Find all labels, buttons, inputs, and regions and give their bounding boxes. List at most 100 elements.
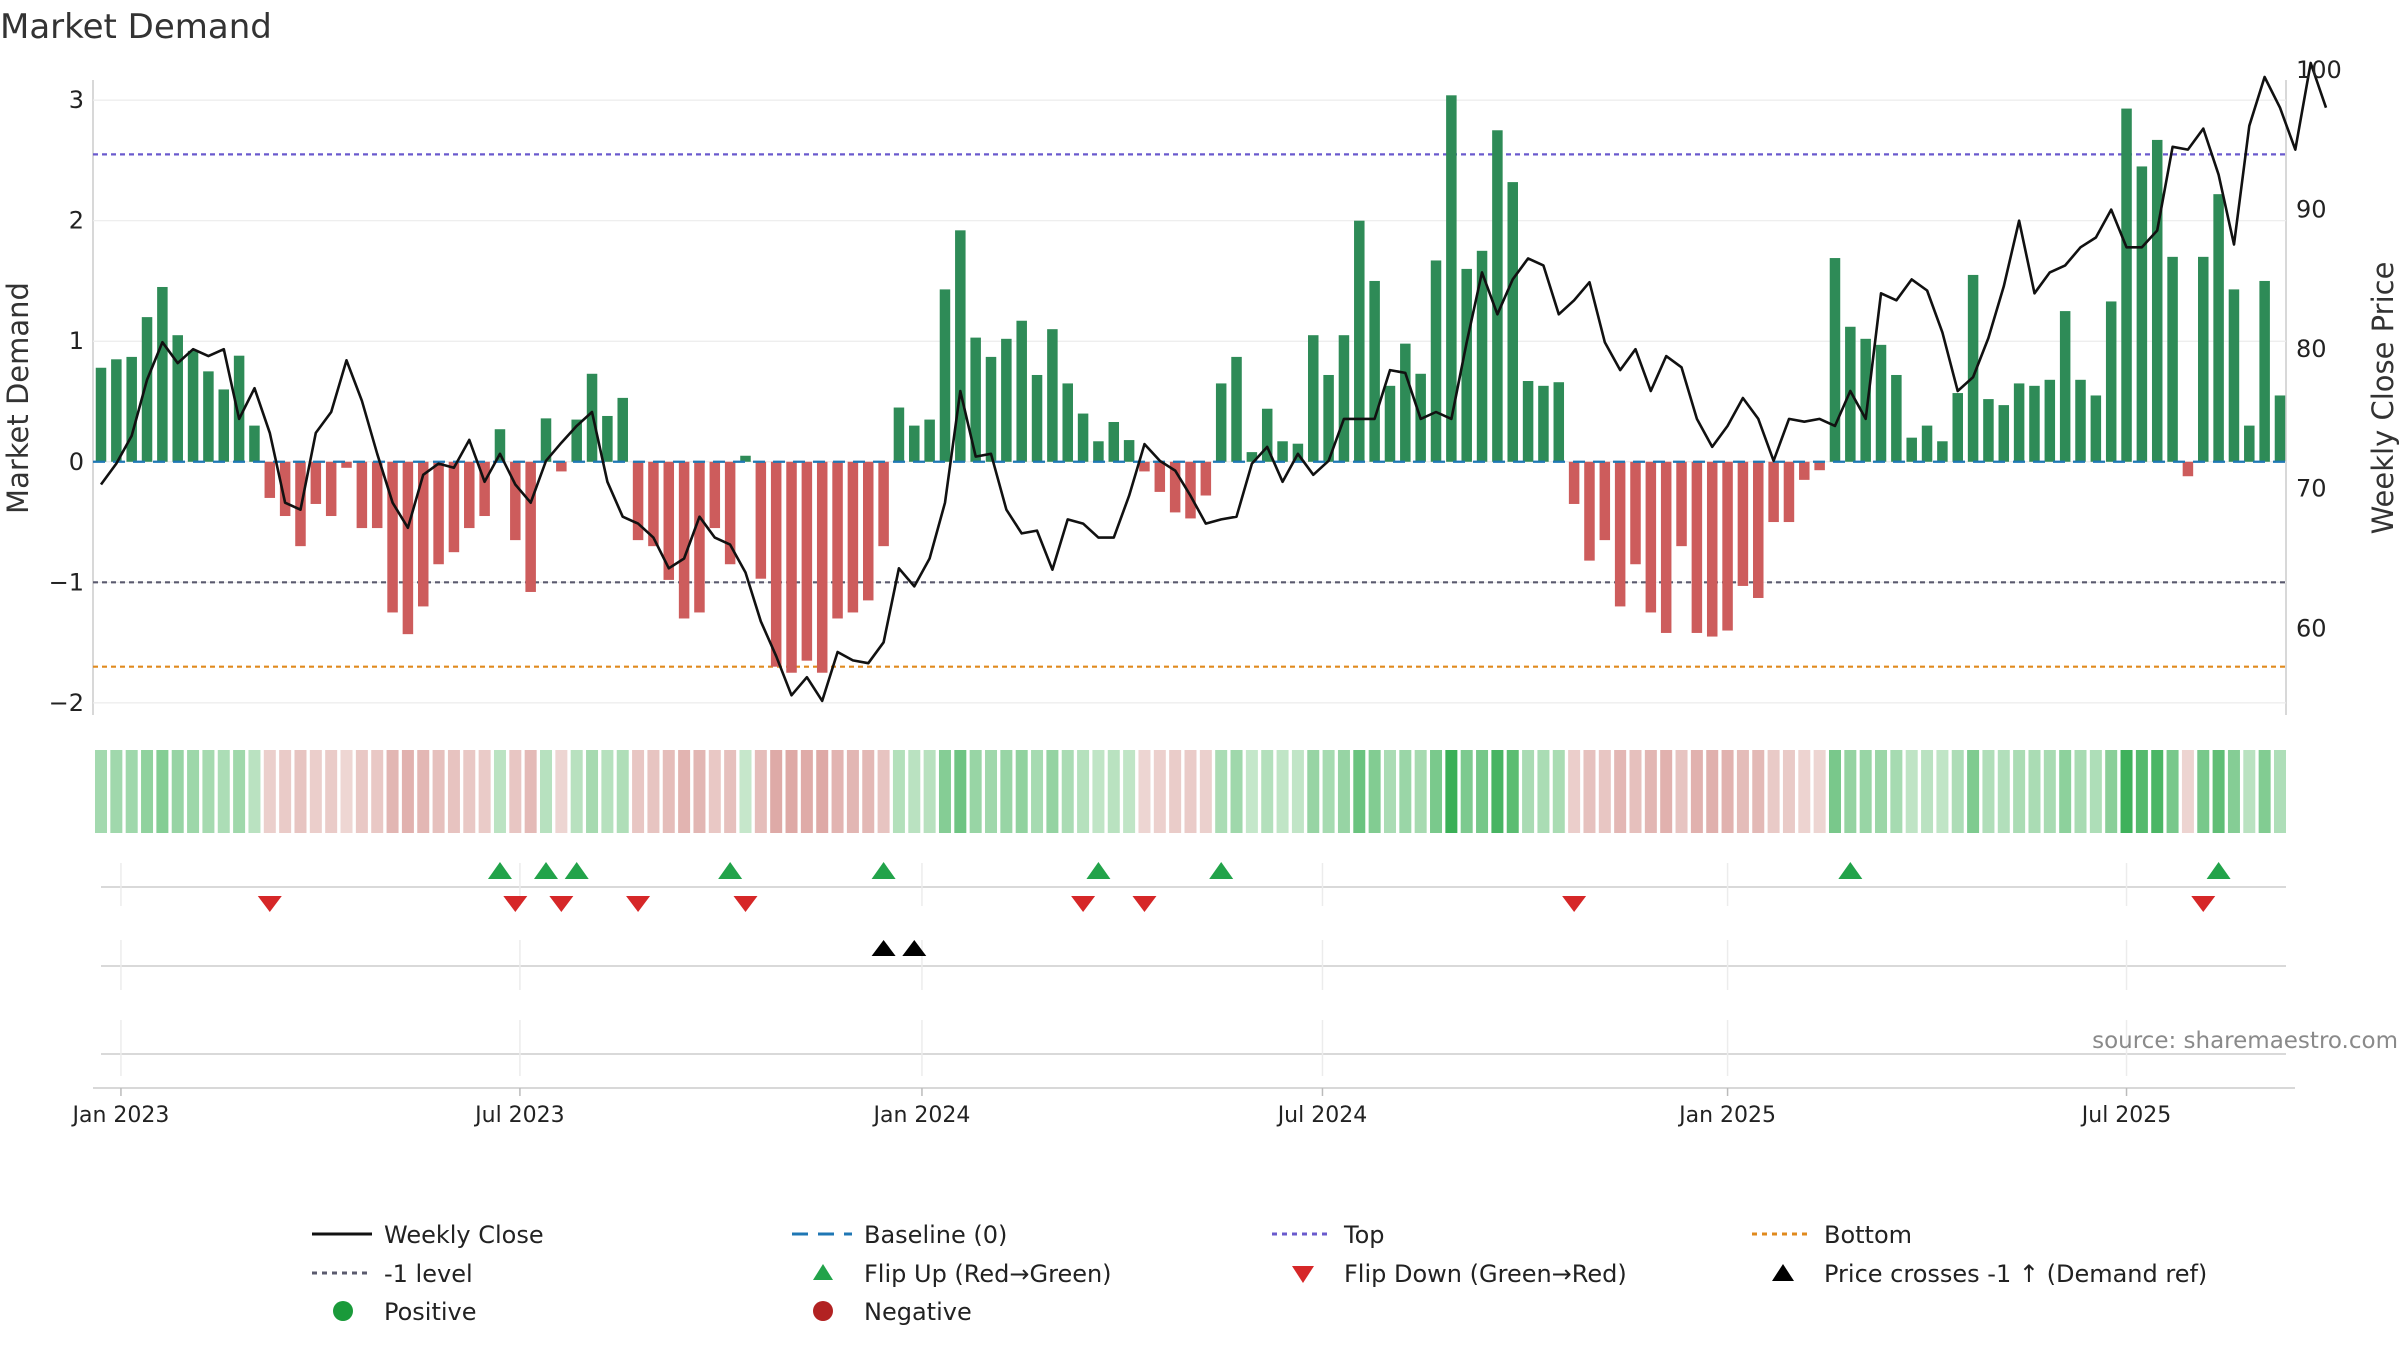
- legend-minus-one-level: -1 level: [312, 1260, 473, 1288]
- heat-cell: [1690, 750, 1703, 833]
- demand-bar: [1323, 374, 1334, 462]
- demand-bar: [1169, 461, 1181, 513]
- heat-cell: [2197, 750, 2210, 833]
- heat-cell: [1291, 750, 1304, 833]
- demand-bar: [1983, 399, 1994, 462]
- demand-bar: [847, 461, 859, 613]
- demand-bar: [1384, 385, 1396, 462]
- demand-bar: [1706, 461, 1718, 637]
- demand-bar: [1001, 338, 1012, 462]
- demand-bar: [678, 461, 690, 619]
- heat-cell: [908, 750, 921, 833]
- flip-up-marker: [534, 862, 559, 879]
- demand-bar: [1308, 335, 1319, 462]
- flip-down-marker: [1132, 896, 1157, 912]
- demand-bar: [479, 461, 490, 517]
- demand-bar: [1952, 393, 1963, 462]
- demand-bar: [2105, 301, 2117, 462]
- demand-bar: [1093, 441, 1104, 462]
- x-tick-label: Jul 2025: [2080, 1103, 2172, 1128]
- heat-cell: [1752, 750, 1765, 833]
- heat-cell: [371, 750, 384, 833]
- demand-bar: [1829, 258, 1841, 462]
- x-tick-label: Jan 2025: [1677, 1103, 1776, 1128]
- heat-cell: [1460, 750, 1473, 833]
- heat-cell: [125, 750, 138, 833]
- weekly-close-line: [99, 61, 2328, 703]
- heat-cell: [463, 750, 476, 833]
- flip-up-marker: [871, 862, 896, 879]
- heat-cell: [1322, 750, 1335, 833]
- demand-bar: [1016, 320, 1027, 462]
- right-tick-label: 80: [2296, 335, 2327, 363]
- demand-bar: [648, 461, 659, 547]
- demand-bar: [1031, 374, 1043, 462]
- demand-bar: [724, 461, 736, 565]
- demand-bar: [2213, 194, 2224, 462]
- flip-down-marker: [626, 896, 651, 912]
- demand-bar: [494, 429, 506, 462]
- demand-bar: [2075, 379, 2086, 462]
- demand-bar: [1047, 329, 1058, 462]
- heat-cell: [739, 750, 752, 833]
- heat-cell: [1951, 750, 1964, 833]
- demand-bar: [1446, 95, 1457, 462]
- demand-bar: [1630, 461, 1641, 565]
- demand-bar: [970, 337, 981, 462]
- heat-cell: [2258, 750, 2271, 833]
- demand-bar: [1062, 383, 1073, 462]
- right-tick-label: 60: [2296, 614, 2327, 642]
- heat-cell: [1476, 750, 1489, 833]
- heat-cell: [1798, 750, 1811, 833]
- heat-cell: [509, 750, 522, 833]
- heat-cell: [1414, 750, 1427, 833]
- heat-cell: [263, 750, 276, 833]
- heat-cell: [401, 750, 414, 833]
- demand-bar: [2029, 385, 2040, 462]
- legend-baseline: Baseline (0): [792, 1221, 1007, 1249]
- heat-cell: [2059, 750, 2072, 833]
- demand-bar: [2044, 379, 2056, 462]
- heat-cell: [1383, 750, 1396, 833]
- heat-cell: [2181, 750, 2194, 833]
- left-tick-label: 1: [69, 327, 84, 355]
- chart-title: Market Demand: [0, 7, 272, 47]
- legend-weekly-close: Weekly Close: [312, 1221, 544, 1249]
- source-text: source: sharemaestro.com: [2092, 1028, 2398, 1054]
- flip-up-marker: [487, 862, 512, 879]
- heat-cell: [386, 750, 399, 833]
- heat-cell: [647, 750, 660, 833]
- heat-cell: [831, 750, 844, 833]
- svg-text:Top: Top: [1343, 1221, 1385, 1249]
- demand-bar: [510, 461, 521, 541]
- heat-cell: [279, 750, 292, 833]
- demand-bar: [1568, 461, 1580, 504]
- demand-bar: [1584, 461, 1595, 561]
- left-tick-label: 0: [69, 448, 84, 476]
- demand-bar: [310, 461, 322, 504]
- demand-bar: [602, 415, 613, 462]
- demand-bar: [2167, 256, 2178, 462]
- demand-bar: [663, 461, 675, 580]
- heat-cell: [2166, 750, 2179, 833]
- heat-cell: [1123, 750, 1136, 833]
- heat-cell: [2074, 750, 2087, 833]
- price-cross-icon: [1772, 1264, 1794, 1281]
- heat-cell: [1982, 750, 1995, 833]
- demand-bar: [95, 367, 107, 462]
- heat-cell: [1061, 750, 1074, 833]
- demand-bar: [387, 461, 398, 613]
- flip-down-marker: [503, 896, 528, 912]
- heat-cell: [1813, 750, 1826, 833]
- heat-cell: [862, 750, 875, 833]
- demand-bar: [1645, 461, 1657, 613]
- demand-bar: [770, 461, 782, 667]
- heat-cell: [110, 750, 123, 833]
- heat-cell: [1675, 750, 1688, 833]
- heat-cell: [1199, 750, 1212, 833]
- heat-cell: [2028, 750, 2041, 833]
- heat-cell: [1184, 750, 1197, 833]
- demand-bar: [1799, 461, 1810, 480]
- heat-cell: [954, 750, 967, 833]
